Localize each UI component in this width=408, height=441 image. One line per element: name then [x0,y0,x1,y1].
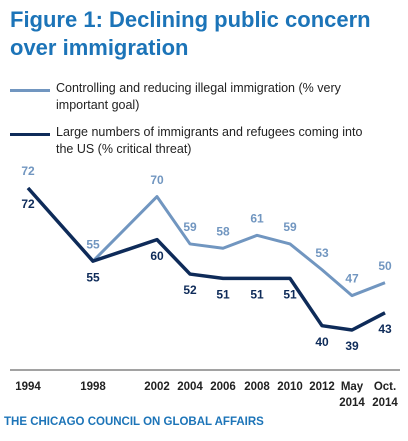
x-tick-label: 2006 [210,381,236,393]
x-tick-label: 1994 [15,381,41,393]
data-label: 55 [86,237,100,251]
data-label: 51 [283,288,297,302]
data-label: 51 [216,288,230,302]
legend-label: Large numbers of immigrants and refugees… [56,125,363,156]
data-label: 47 [345,272,359,286]
legend-label: Controlling and reducing illegal immigra… [56,81,341,112]
data-label: 52 [183,283,197,297]
data-label: 51 [250,288,264,302]
data-label: 53 [315,246,329,260]
data-label: 59 [183,220,197,234]
data-label: 59 [283,220,297,234]
x-tick-label: 2004 [177,381,203,393]
x-tick-label: 2008 [244,381,270,393]
data-label: 40 [315,335,329,349]
x-tick-label: 2002 [144,381,170,393]
source: THE CHICAGO COUNCIL ON GLOBAL AFFAIRS [4,416,264,428]
data-label: 50 [378,259,392,273]
data-label: 60 [150,249,164,263]
data-label: 55 [86,270,100,284]
data-label: 43 [378,322,392,336]
data-label: 70 [150,173,164,187]
data-label: 39 [345,339,359,353]
x-tick-label: 2012 [309,381,335,393]
x-tick-label: 1998 [80,381,106,393]
x-tick-label: May 2014 [339,381,365,409]
legend-swatch [10,133,50,136]
x-tick-label: 2010 [277,381,303,393]
data-label: 72 [21,197,35,211]
data-label: 72 [21,164,35,178]
chart-title: Figure 1: Declining public concern over … [10,7,371,60]
data-label: 58 [216,224,230,238]
data-label: 61 [250,212,264,226]
line [26,186,386,332]
legend-swatch [10,89,50,92]
line [26,187,386,298]
x-tick-label: Oct. 2014 [372,381,398,409]
